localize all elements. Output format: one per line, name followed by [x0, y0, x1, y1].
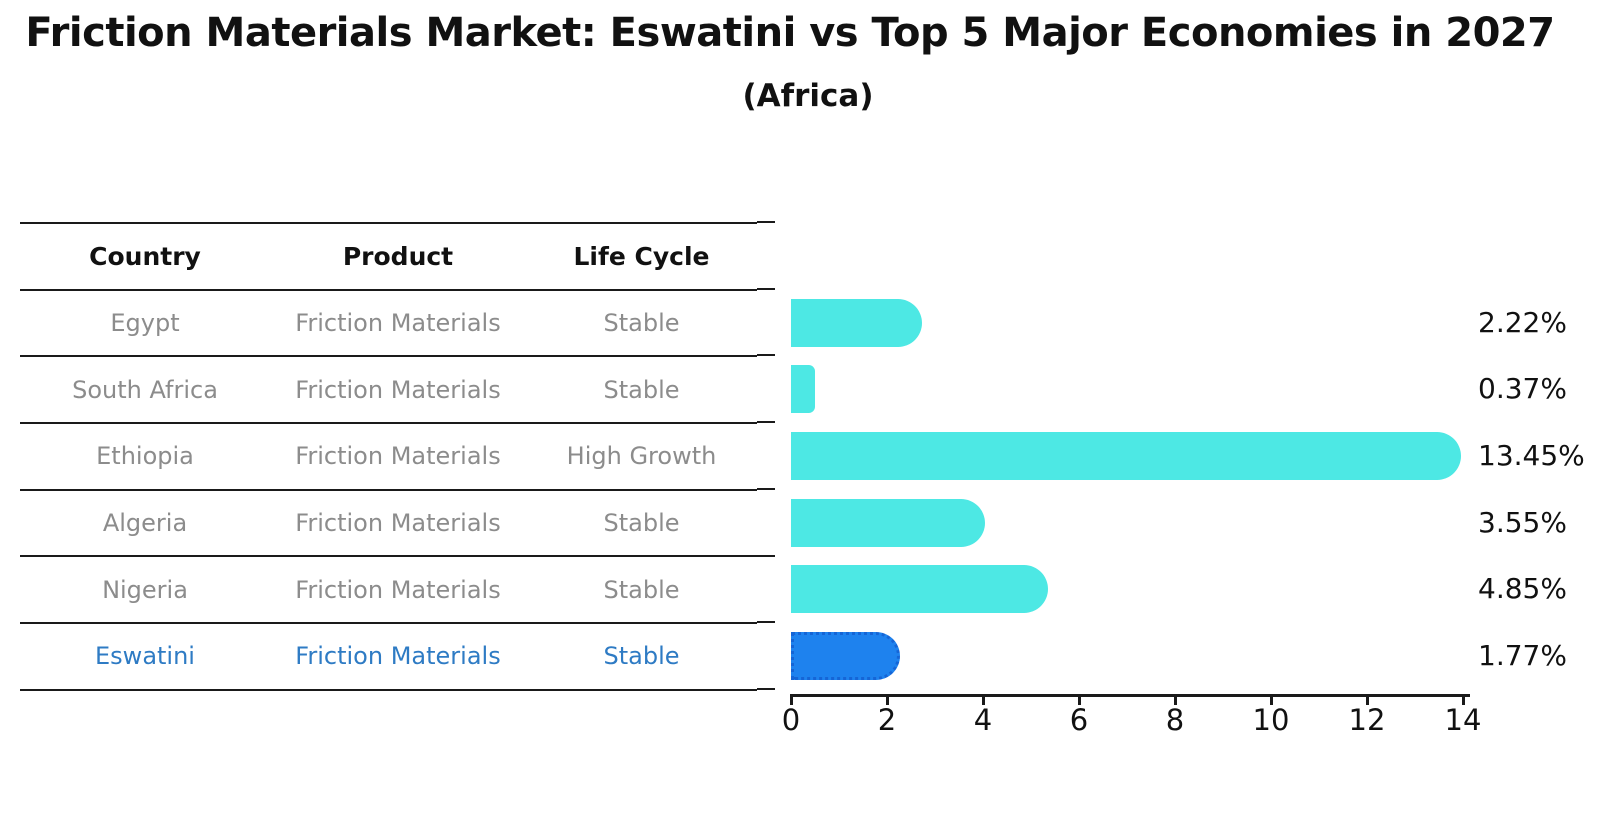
lifecycle-cell: Stable [603, 575, 680, 604]
lifecycle-cell: Stable [603, 509, 680, 538]
table-row-ethiopia: Ethiopia Friction Materials High Growth [20, 424, 757, 491]
product-cell: Friction Materials [295, 575, 501, 604]
data-table: Country Product Life Cycle Egypt Frictio… [20, 222, 757, 691]
value-label: 0.37% [1478, 372, 1567, 406]
table-header-row: Country Product Life Cycle [20, 222, 757, 291]
bar-nigeria [791, 565, 1048, 614]
product-cell: Friction Materials [295, 642, 501, 671]
country-cell: Eswatini [95, 642, 195, 671]
value-label: 4.85% [1478, 572, 1567, 606]
x-tick-label: 2 [877, 703, 897, 737]
bar-egypt [791, 298, 922, 347]
y-tick [757, 421, 775, 424]
x-tick [982, 696, 985, 705]
lifecycle-cell: Stable [603, 375, 680, 404]
product-cell: Friction Materials [295, 442, 501, 471]
x-tick-label: 6 [1069, 703, 1089, 737]
y-tick [757, 621, 775, 624]
value-label: 3.55% [1478, 505, 1567, 539]
product-cell: Friction Materials [295, 309, 501, 338]
y-tick [757, 554, 775, 557]
table-row-nigeria: Nigeria Friction Materials Stable [20, 557, 757, 625]
y-tick [757, 221, 775, 223]
x-tick [790, 696, 793, 705]
product-cell: Friction Materials [295, 375, 501, 404]
table-row-egypt: Egypt Friction Materials Stable [20, 291, 757, 358]
x-tick [1078, 696, 1081, 705]
header-cell-product: Product [342, 241, 454, 271]
bar-eswatini-highlighted [791, 632, 900, 681]
y-tick [757, 487, 775, 490]
lifecycle-cell: High Growth [566, 442, 717, 471]
x-tick [1174, 696, 1177, 705]
value-label: 2.22% [1478, 305, 1567, 339]
country-cell: South Africa [72, 375, 218, 404]
country-cell: Ethiopia [96, 442, 194, 471]
x-axis-line [790, 694, 1470, 697]
x-tick-label: 10 [1252, 703, 1290, 737]
x-tick [886, 696, 889, 705]
table-row-eswatini-highlighted: Eswatini Friction Materials Stable [20, 624, 757, 691]
bar-ethiopia [791, 431, 1461, 480]
table-row-south-africa: South Africa Friction Materials Stable [20, 357, 757, 425]
x-tick [1462, 696, 1465, 705]
country-cell: Nigeria [102, 575, 188, 604]
x-tick-label: 14 [1444, 703, 1482, 737]
header-cell-life-cycle: Life Cycle [573, 241, 710, 271]
chart-subtitle: (Africa) [742, 78, 874, 114]
product-cell: Friction Materials [295, 509, 501, 538]
y-tick [757, 287, 775, 290]
country-cell: Algeria [102, 509, 188, 538]
lifecycle-cell: Stable [603, 642, 680, 671]
value-label: 13.45% [1478, 438, 1585, 472]
bar-algeria [791, 498, 986, 547]
value-label: 1.77% [1478, 639, 1567, 673]
x-tick [1270, 696, 1273, 705]
x-tick-label: 4 [973, 703, 993, 737]
lifecycle-cell: Stable [603, 309, 680, 338]
chart-title: Friction Materials Market: Eswatini vs T… [25, 10, 1555, 56]
bar-south-africa [791, 365, 815, 414]
y-tick [757, 687, 775, 690]
y-tick [757, 354, 775, 357]
x-tick-label: 0 [781, 703, 801, 737]
table-row-algeria: Algeria Friction Materials Stable [20, 491, 757, 558]
x-tick-label: 8 [1165, 703, 1185, 737]
x-tick [1366, 696, 1369, 705]
country-cell: Egypt [110, 309, 180, 338]
header-cell-country: Country [89, 241, 201, 271]
x-tick-label: 12 [1348, 703, 1386, 737]
